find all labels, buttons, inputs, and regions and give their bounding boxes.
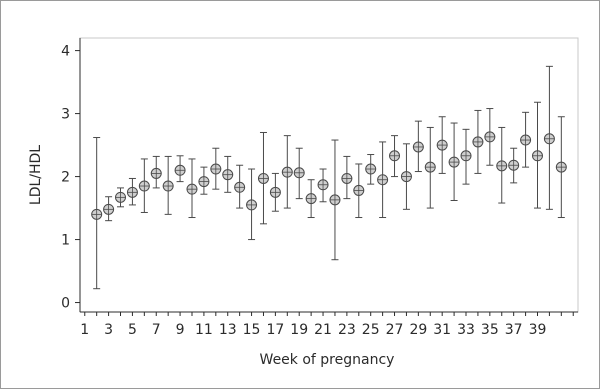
data-point <box>234 181 246 193</box>
data-point <box>531 150 543 162</box>
x-tick-label: 7 <box>152 322 161 338</box>
data-point <box>472 136 484 148</box>
data-point <box>555 161 567 173</box>
data-point <box>305 193 317 205</box>
data-point <box>448 156 460 168</box>
data-point <box>269 186 281 198</box>
data-point <box>460 150 472 162</box>
x-tick-label: 29 <box>409 322 427 338</box>
y-tick-label: 3 <box>61 107 70 123</box>
x-tick-label: 31 <box>433 322 451 338</box>
x-tick-label: 35 <box>481 322 499 338</box>
x-tick-label: 9 <box>176 322 185 338</box>
data-point <box>115 191 127 203</box>
x-tick-label: 23 <box>338 322 356 338</box>
data-point <box>329 194 341 206</box>
data-point <box>91 208 103 220</box>
data-point <box>246 199 258 211</box>
y-tick-label: 0 <box>61 296 70 312</box>
x-tick-label: 25 <box>362 322 380 338</box>
data-point <box>365 163 377 175</box>
y-tick-label: 4 <box>61 44 70 60</box>
x-axis-title: Week of pregnancy <box>260 352 395 368</box>
data-point <box>508 159 520 171</box>
x-tick-label: 39 <box>529 322 547 338</box>
x-tick-label: 27 <box>386 322 404 338</box>
y-axis-title: LDL/HDL <box>28 145 44 205</box>
data-point <box>186 183 198 195</box>
data-point <box>257 172 269 184</box>
y-tick-label: 1 <box>61 233 70 249</box>
data-point <box>162 180 174 192</box>
data-point <box>543 133 555 145</box>
data-point <box>436 139 448 151</box>
data-point <box>222 169 234 181</box>
x-tick-label: 3 <box>104 322 113 338</box>
x-tick-label: 11 <box>195 322 213 338</box>
plot-area <box>79 37 579 313</box>
data-point <box>150 167 162 179</box>
x-tick-label: 17 <box>266 322 284 338</box>
data-point <box>210 163 222 175</box>
data-point <box>293 167 305 179</box>
x-tick-label: 13 <box>219 322 237 338</box>
x-tick-label: 21 <box>314 322 332 338</box>
data-point <box>281 166 293 178</box>
data-point <box>138 180 150 192</box>
x-tick-label: 5 <box>128 322 137 338</box>
x-tick-label: 1 <box>80 322 89 338</box>
data-point <box>103 203 115 215</box>
x-tick-label: 37 <box>505 322 523 338</box>
x-tick-label: 15 <box>243 322 261 338</box>
y-tick-label: 2 <box>61 170 70 186</box>
data-point <box>174 164 186 176</box>
data-point <box>377 174 389 186</box>
data-point <box>198 176 210 188</box>
data-point <box>484 131 496 143</box>
data-markers <box>91 131 567 220</box>
data-point <box>496 160 508 172</box>
data-point <box>126 186 138 198</box>
y-axis: 0 1 2 3 4 <box>61 38 81 312</box>
data-point <box>400 171 412 183</box>
x-tick-label: 33 <box>457 322 475 338</box>
x-tick-label: 19 <box>290 322 308 338</box>
data-point <box>424 161 436 173</box>
x-axis: 1 3 5 7 9 11 13 15 17 19 21 23 25 27 29 31 33 35 37 39 <box>80 311 578 338</box>
data-point <box>341 172 353 184</box>
data-point <box>412 141 424 153</box>
data-point <box>389 150 401 162</box>
data-point <box>520 134 532 146</box>
data-point <box>317 179 329 191</box>
data-point <box>353 184 365 196</box>
